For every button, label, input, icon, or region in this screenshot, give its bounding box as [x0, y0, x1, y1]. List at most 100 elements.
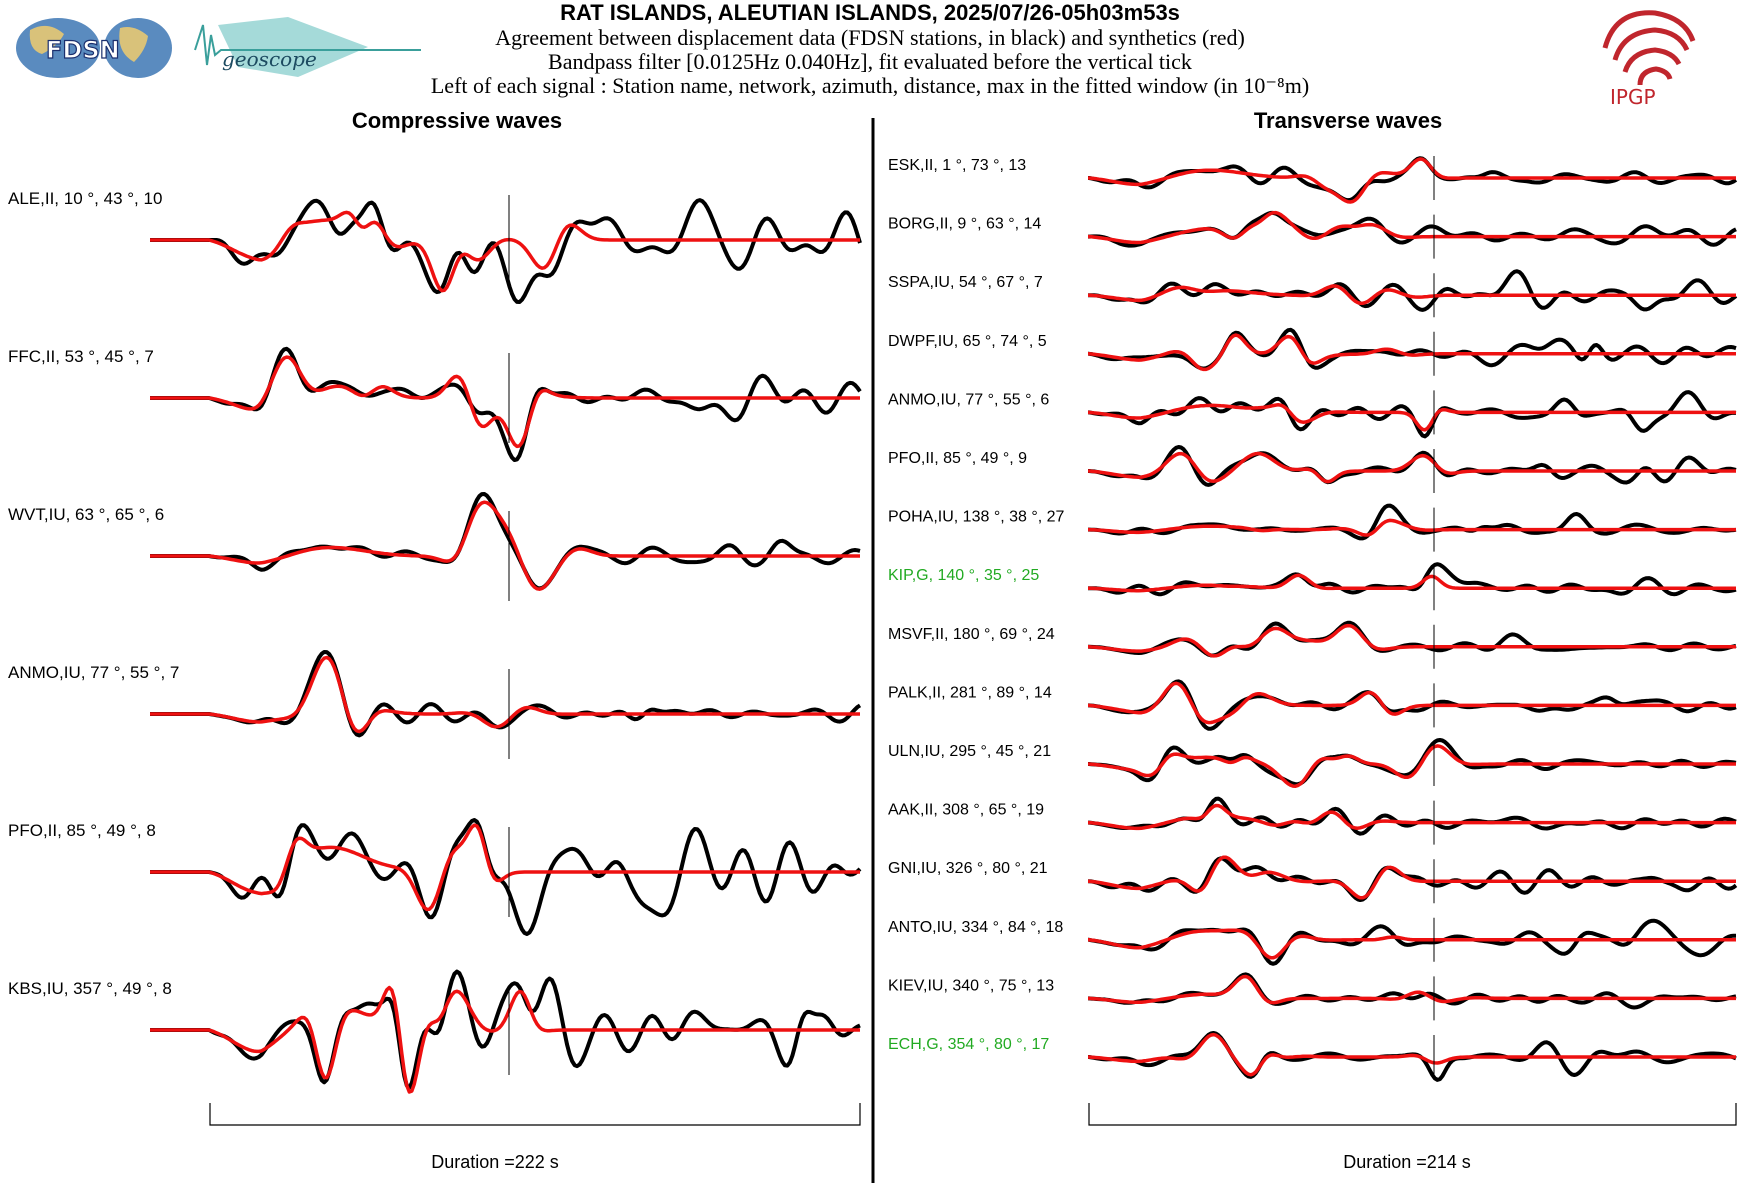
geoscope-logo: geoscope: [194, 17, 421, 77]
data-trace: [1087, 210, 1737, 248]
synthetic-trace: [1087, 210, 1736, 245]
data-trace: [1087, 269, 1738, 312]
data-trace: [1087, 738, 1737, 787]
trace-label: BORG,II, 9 °, 63 °, 14: [888, 216, 1041, 233]
ipgp-logo: IPGP: [1602, 10, 1696, 109]
data-trace: [1087, 796, 1737, 836]
synthetic-trace: [150, 210, 860, 293]
compressive-panel: Compressive waves ALE,II, 10 °, 43 °, 10 F…: [8, 108, 862, 1172]
trace-row: SSPA,IU, 54 °, 67 °, 7: [888, 269, 1738, 318]
synthetic-trace: [1087, 855, 1736, 900]
trace-row: ECH,G, 354 °, 80 °, 17: [888, 1031, 1737, 1082]
duration-label: Duration =222 s: [431, 1152, 559, 1172]
duration-bracket: Duration =214 s: [1088, 1103, 1737, 1172]
synthetic-trace: [150, 823, 860, 912]
trace-label: ULN,IU, 295 °, 45 °, 21: [888, 743, 1051, 760]
synthetic-trace: [1087, 157, 1736, 204]
trace-row: MSVF,II, 180 °, 69 °, 24: [888, 620, 1737, 669]
figure-title: RAT ISLANDS, ALEUTIAN ISLANDS, 2025/07/2…: [560, 0, 1180, 25]
trace-row: BORG,II, 9 °, 63 °, 14: [888, 210, 1737, 259]
trace-row: PFO,II, 85 °, 49 °, 9: [888, 445, 1737, 493]
synthetic-trace: [1087, 284, 1736, 306]
trace-label: KIEV,IU, 340 °, 75 °, 13: [888, 977, 1054, 994]
synthetic-trace: [1087, 403, 1736, 432]
ipgp-logo-text: IPGP: [1610, 85, 1656, 109]
trace-label: ECH,G, 354 °, 80 °, 17: [888, 1036, 1049, 1053]
data-trace: [150, 346, 862, 462]
trace-label: PALK,II, 281 °, 89 °, 14: [888, 684, 1052, 701]
trace-row: ANMO,IU, 77 °, 55 °, 7: [8, 650, 862, 759]
trace-label: POHA,IU, 138 °, 38 °, 27: [888, 509, 1065, 526]
synthetic-trace: [1087, 518, 1736, 537]
data-trace: [1087, 327, 1737, 371]
data-trace: [1087, 503, 1737, 541]
trace-row: KIP,G, 140 °, 35 °, 25: [888, 562, 1737, 611]
trace-label: FFC,II, 53 °, 45 °, 7: [8, 347, 154, 366]
synthetic-trace: [1087, 451, 1736, 484]
trace-row: PALK,II, 281 °, 89 °, 14: [888, 679, 1737, 731]
trace-row: KBS,IU, 357 °, 49 °, 8: [8, 969, 861, 1094]
trace-row: DWPF,IU, 65 °, 74 °, 5: [888, 327, 1737, 376]
figure-subtitle-3: Left of each signal : Station name, netw…: [430, 73, 1310, 98]
synthetic-trace: [1087, 681, 1736, 725]
trace-label: PFO,II, 85 °, 49 °, 9: [888, 450, 1027, 467]
trace-label: KIP,G, 140 °, 35 °, 25: [888, 567, 1039, 584]
data-trace: [1087, 390, 1737, 439]
data-trace: [150, 818, 862, 936]
data-trace: [1087, 918, 1736, 966]
synthetic-trace: [150, 655, 860, 734]
synthetic-trace: [1087, 573, 1736, 593]
trace-row: AAK,II, 308 °, 65 °, 19: [888, 796, 1737, 845]
trace-row: GNI,IU, 326 °, 80 °, 21: [888, 855, 1738, 904]
trace-label: PFO,II, 85 °, 49 °, 8: [8, 821, 156, 840]
transverse-panel: Transverse waves ESK,II, 1 °, 73 °, 13 BOR…: [888, 108, 1738, 1172]
duration-label: Duration =214 s: [1343, 1152, 1471, 1172]
trace-row: KIEV,IU, 340 °, 75 °, 13: [888, 972, 1737, 1021]
data-trace: [150, 198, 862, 304]
trace-row: FFC,II, 53 °, 45 °, 7: [8, 346, 862, 462]
trace-label: ESK,II, 1 °, 73 °, 13: [888, 157, 1026, 174]
trace-label: WVT,IU, 63 °, 65 °, 6: [8, 505, 164, 524]
synthetic-trace: [1087, 744, 1736, 788]
trace-label: KBS,IU, 357 °, 49 °, 8: [8, 979, 172, 998]
trace-label: ANTO,IU, 334 °, 84 °, 18: [888, 919, 1063, 936]
synthetic-trace: [150, 355, 860, 449]
synthetic-trace: [150, 985, 860, 1094]
trace-row: WVT,IU, 63 °, 65 °, 6: [8, 492, 861, 601]
trace-row: ALE,II, 10 °, 43 °, 10: [8, 189, 862, 304]
trace-row: PFO,II, 85 °, 49 °, 8: [8, 818, 862, 936]
synthetic-trace: [1087, 333, 1736, 372]
trace-row: ANTO,IU, 334 °, 84 °, 18: [888, 917, 1736, 966]
trace-row: ULN,IU, 295 °, 45 °, 21: [888, 738, 1737, 788]
synthetic-trace: [1087, 974, 1736, 1005]
synthetic-trace: [1087, 623, 1736, 658]
data-trace: [1087, 445, 1737, 487]
trace-label: SSPA,IU, 54 °, 67 °, 7: [888, 274, 1043, 291]
synthetic-trace: [150, 500, 860, 591]
synthetic-trace: [1087, 928, 1736, 960]
panel-title: Transverse waves: [1254, 108, 1442, 133]
data-trace: [150, 650, 862, 738]
synthetic-trace: [1087, 1032, 1736, 1077]
trace-label: AAK,II, 308 °, 65 °, 19: [888, 802, 1044, 819]
figure-subtitle-2: Bandpass filter [0.0125Hz 0.040Hz], fit …: [548, 49, 1192, 74]
data-trace: [150, 969, 861, 1090]
trace-label: ANMO,IU, 77 °, 55 °, 6: [888, 391, 1049, 408]
trace-label: MSVF,II, 180 °, 69 °, 24: [888, 626, 1055, 643]
geoscope-logo-text: geoscope: [222, 47, 317, 71]
trace-label: ALE,II, 10 °, 43 °, 10: [8, 189, 162, 208]
trace-label: DWPF,IU, 65 °, 74 °, 5: [888, 333, 1047, 350]
data-trace: [1087, 972, 1737, 1010]
trace-row: ESK,II, 1 °, 73 °, 13: [888, 156, 1738, 204]
trace-row: ANMO,IU, 77 °, 55 °, 6: [888, 390, 1737, 439]
trace-row: POHA,IU, 138 °, 38 °, 27: [888, 503, 1737, 552]
duration-bracket: Duration =222 s: [209, 1103, 861, 1172]
synthetic-trace: [1087, 803, 1736, 831]
fdsn-logo: FDSN: [16, 18, 172, 78]
data-trace: [150, 492, 861, 591]
fdsn-logo-text: FDSN: [46, 36, 120, 64]
trace-label: ANMO,IU, 77 °, 55 °, 7: [8, 663, 179, 682]
panel-title: Compressive waves: [352, 108, 562, 133]
trace-label: GNI,IU, 326 °, 80 °, 21: [888, 860, 1048, 877]
